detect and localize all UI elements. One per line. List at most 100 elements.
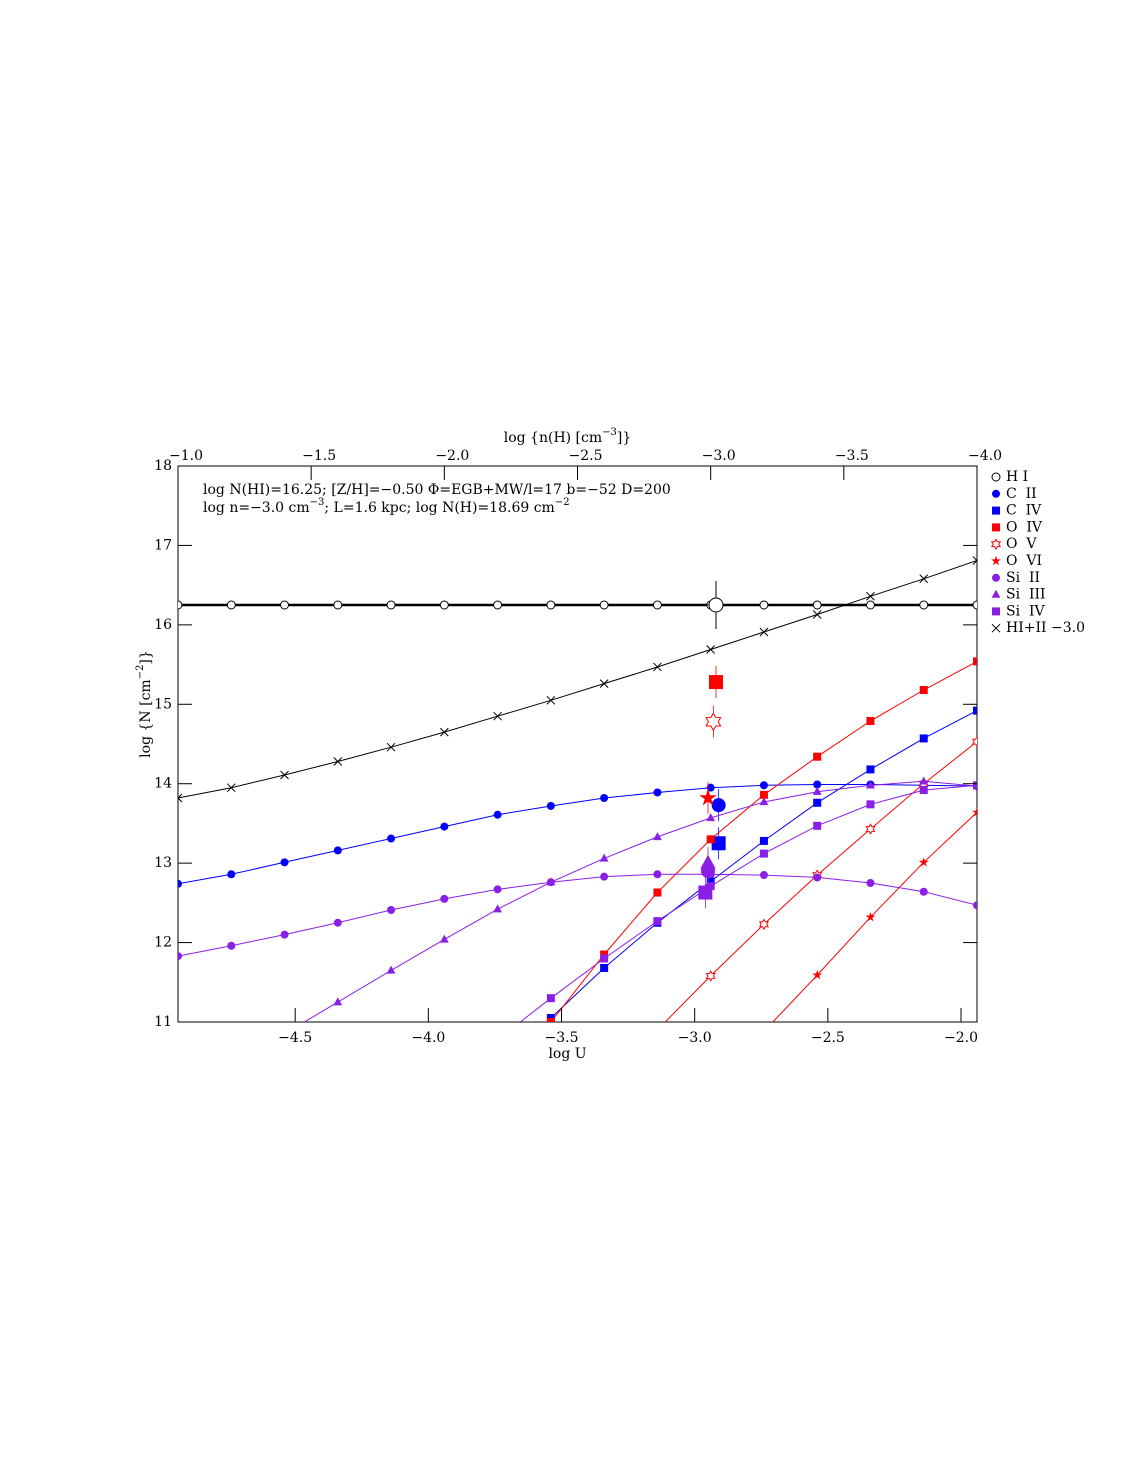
marker [866,780,875,789]
marker [653,832,662,841]
y-axis-label: log {N [cm−2]} [135,650,154,758]
x-tick-label: −3.0 [678,1030,712,1046]
marker [440,894,449,903]
marker [812,786,822,795]
y-tick-label: 17 [154,537,172,553]
y-tick-label: 11 [154,1014,172,1030]
marker [919,685,928,694]
marker [711,836,726,851]
series-line [519,784,977,1022]
y-tick-label: 18 [154,458,172,474]
marker [973,706,977,715]
marker [227,941,236,950]
marker [546,801,555,810]
marker [759,871,768,880]
marker [226,783,236,793]
series-line [546,710,977,1022]
x-tick-label: −3.5 [545,1030,579,1046]
marker [600,872,609,881]
marker [919,600,929,610]
marker [705,970,716,982]
marker [813,821,822,830]
marker [493,810,502,819]
y-axis-label-part: log {N [cm [138,679,154,758]
marker [812,600,822,610]
marker [706,835,715,844]
marker [759,836,768,845]
marker [973,901,977,910]
marker [711,798,726,813]
annotation-part: ; L=1.6 kpc; log N(H)=18.69 cm [324,500,554,516]
y-tick-label: 13 [154,855,172,871]
marker [178,793,183,803]
marker [386,742,396,752]
y-axis-label-part: −2 [135,665,146,680]
marker [919,776,929,785]
marker [813,780,822,789]
legend-label: O IV [1006,519,1043,535]
x-tick-label: −4.0 [411,1030,445,1046]
x2-axis-label-part: log {n(H) [cm [504,430,602,446]
x-tick-label: −2.0 [944,1030,978,1046]
y-tick-label: 14 [154,776,172,792]
x2-tick-label: −3.5 [835,448,869,464]
x2-tick-label: −3.0 [702,448,736,464]
marker [386,965,396,974]
marker [919,786,928,795]
marker [812,969,823,980]
marker [227,870,236,879]
marker [653,1025,661,1035]
marker [813,873,822,882]
annotation-part: −3 [310,497,325,508]
legend-label: Si II [1006,570,1040,586]
x-tick-label: −2.5 [811,1030,845,1046]
marker [759,627,769,637]
legend-label: C IV [1006,503,1042,519]
marker [706,645,716,654]
marker [653,788,662,797]
annotation: log n=−3.0 cm−3; L=1.6 kpc; log N(H)=18.… [203,497,570,516]
marker [178,952,182,961]
marker [698,885,713,900]
marker [280,770,289,780]
x-axis-label: log U [548,1046,586,1062]
legend-marker [991,623,1001,633]
marker [387,906,396,915]
marker [652,600,662,610]
marker [865,600,875,610]
marker [333,846,342,855]
y-axis-label-part: ]} [138,650,154,664]
annotation-part: log n=−3.0 cm [203,500,310,516]
annotation: log N(HI)=16.25; [Z/H]=−0.50 Φ=EGB+MW/l=… [203,482,671,498]
marker [546,600,556,610]
marker [812,610,822,619]
marker [919,574,929,584]
x2-tick-label: −1.0 [169,448,203,464]
marker [866,765,875,774]
marker [973,657,977,666]
marker [706,813,716,822]
marker [972,556,977,565]
marker [333,918,342,927]
legend-marker [991,555,1001,566]
marker [919,734,928,743]
marker [706,877,715,886]
marker [699,788,717,806]
legend-marker [991,589,1001,598]
marker [546,1018,555,1022]
marker [973,781,977,790]
annotation-part: log N(HI)=16.25; [Z/H]=−0.50 Φ=EGB+MW/l=… [203,482,671,498]
series-line [178,784,977,885]
marker [546,994,555,1003]
marker [653,917,662,926]
marker [919,887,928,896]
x2-tick-label: −2.5 [569,448,603,464]
plot-frame [177,465,978,1023]
x-tick-label: −4.5 [278,1030,312,1046]
marker [599,600,609,610]
marker [333,997,343,1006]
legend-marker [992,489,1000,498]
marker [653,888,662,897]
marker [759,1026,769,1035]
series-line [178,873,977,957]
